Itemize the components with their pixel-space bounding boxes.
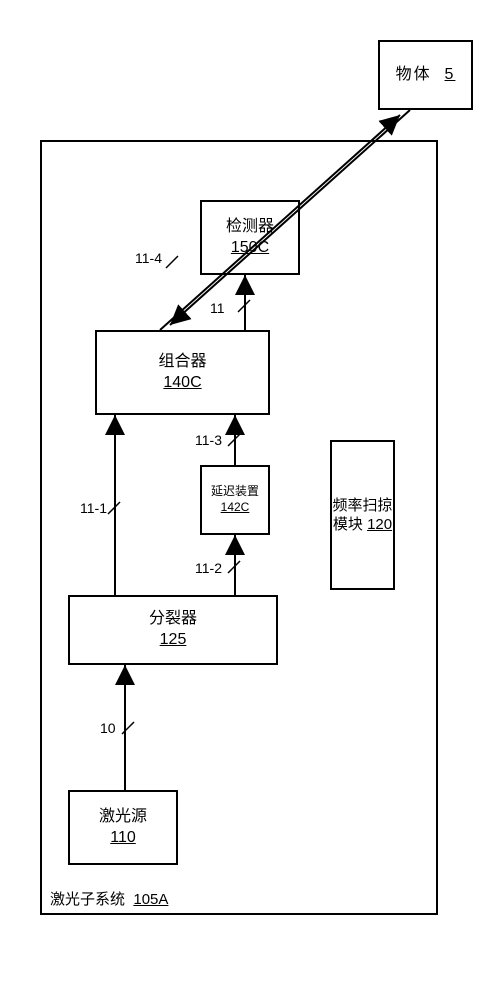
subsystem-label: 激光子系统 105A [50, 888, 168, 909]
object-id: 5 [445, 66, 456, 83]
laser-source-id: 110 [110, 828, 136, 849]
node-object: 物体 5 [378, 40, 473, 110]
node-combiner: 组合器 140C [95, 330, 270, 415]
edge-label-11-3: 11-3 [195, 432, 222, 448]
node-laser-source: 激光源 110 [68, 790, 178, 865]
detector-id: 150C [231, 238, 269, 259]
node-detector: 检测器 150C [200, 200, 300, 275]
splitter-label: 分裂器 [149, 609, 197, 630]
edge-label-11-4: 11-4 [135, 250, 162, 266]
edge-label-11-1: 11-1 [80, 500, 107, 516]
splitter-id: 125 [160, 630, 187, 651]
object-label: 物体 [396, 66, 432, 83]
laser-source-label: 激光源 [99, 807, 147, 828]
subsystem-label-text: 激光子系统 [50, 891, 125, 908]
edge-label-11: 11 [210, 300, 225, 316]
diagram-canvas: 激光子系统 105A 物体 5 激光源 110 分裂器 125 延迟装置 142… [0, 0, 503, 1000]
combiner-label: 组合器 [158, 352, 206, 373]
detector-label: 检测器 [226, 217, 274, 238]
node-delay: 延迟装置 142C [200, 465, 270, 535]
node-splitter: 分裂器 125 [68, 595, 278, 665]
delay-id: 142C [221, 500, 250, 516]
freq-sweep-label: 频率扫掠 模块 120 [332, 496, 392, 535]
edge-label-10: 10 [100, 720, 116, 736]
delay-label: 延迟装置 [211, 484, 259, 500]
combiner-id: 140C [163, 373, 201, 394]
subsystem-id: 105A [133, 891, 168, 908]
edge-label-11-2: 11-2 [195, 560, 222, 576]
node-freq-sweep: 频率扫掠 模块 120 [330, 440, 395, 590]
freq-sweep-id: 120 [367, 516, 392, 533]
